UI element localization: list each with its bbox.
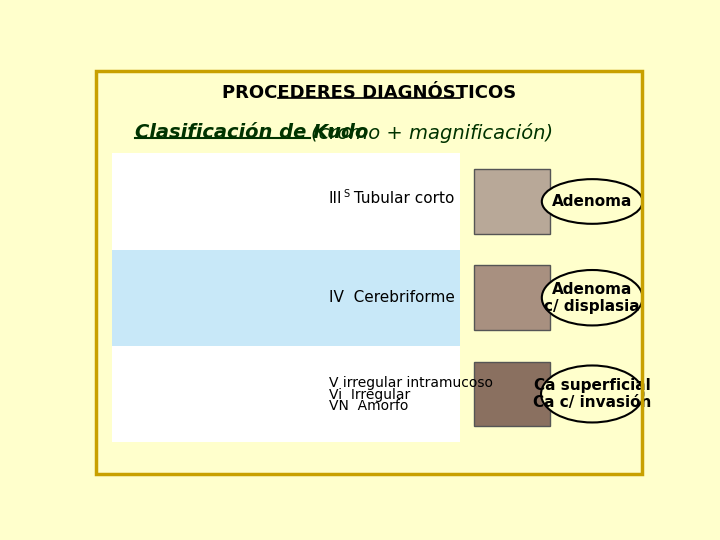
Text: Ca superficial
Ca c/ invasión: Ca superficial Ca c/ invasión [533,378,652,410]
Text: III: III [329,191,342,206]
Text: S: S [343,189,349,199]
FancyBboxPatch shape [112,153,461,249]
Text: IV  Cerebriforme: IV Cerebriforme [329,290,454,305]
FancyBboxPatch shape [112,346,461,442]
Ellipse shape [542,270,642,326]
FancyBboxPatch shape [112,249,461,346]
FancyBboxPatch shape [474,265,549,330]
Text: V irregular intramucoso: V irregular intramucoso [329,376,492,390]
Ellipse shape [542,179,642,224]
Text: PROCEDERES DIAGNÓSTICOS: PROCEDERES DIAGNÓSTICOS [222,84,516,102]
Text: Tubular corto: Tubular corto [349,191,454,206]
Text: Clasificación de Kudo: Clasificación de Kudo [135,123,375,142]
Text: Adenoma: Adenoma [552,194,632,209]
Text: Adenoma
c/ displasia: Adenoma c/ displasia [544,281,640,314]
Text: VN  Amorfo: VN Amorfo [329,399,408,413]
FancyBboxPatch shape [474,362,549,426]
FancyBboxPatch shape [474,169,549,234]
Text: (cromo + magnificación): (cromo + magnificación) [311,123,553,143]
Ellipse shape [541,366,644,422]
Text: Vi  Irregular: Vi Irregular [329,388,410,402]
